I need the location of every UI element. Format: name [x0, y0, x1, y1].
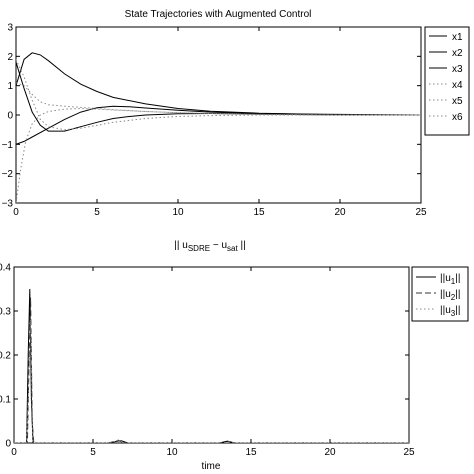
title-part: − u: [210, 240, 227, 251]
y-tick-label: −1: [2, 140, 14, 151]
chart-title: || uSDRE − usat ||: [174, 240, 245, 253]
legend-label-part: ||u: [440, 273, 451, 284]
legend-label: x6: [452, 112, 463, 123]
x-tick-label: 15: [245, 447, 257, 458]
legend-label-part: ||: [455, 305, 460, 316]
x-axis-label: time: [202, 461, 221, 472]
y-tick-label: 1: [7, 81, 13, 92]
series-line-2: [14, 297, 409, 443]
legend-label: x5: [452, 96, 463, 107]
plot-area: [13, 266, 410, 444]
x-tick-label: 5: [90, 447, 96, 458]
title-part: || u: [174, 240, 188, 251]
legend-label: ||u1||: [440, 273, 460, 286]
x-tick-label: 10: [172, 207, 184, 218]
y-tick-label: 0: [7, 111, 13, 122]
legend-label: x3: [452, 64, 463, 75]
legend-label-part: ||: [455, 289, 460, 300]
legend-label-sub: 3: [451, 309, 456, 318]
legend-label-sub: 2: [451, 293, 456, 302]
title-part: sat: [227, 244, 238, 253]
legend-label: ||u3||: [440, 305, 460, 318]
legend-label: x1: [452, 32, 463, 43]
y-tick-label: 0.1: [0, 395, 11, 406]
legend-label-sub: 1: [451, 277, 456, 286]
legend-label-part: ||u: [440, 289, 451, 300]
x-tick-label: 20: [324, 447, 336, 458]
y-tick-label: −2: [2, 169, 14, 180]
title-part: ||: [238, 240, 246, 251]
x-tick-label: 0: [13, 207, 19, 218]
series-line-5: [16, 82, 421, 116]
series-line-3: [14, 319, 409, 443]
x-tick-label: 5: [94, 207, 100, 218]
y-tick-label: 3: [7, 23, 13, 34]
series-line-6: [16, 59, 421, 131]
legend: [424, 26, 470, 136]
title-part: SDRE: [188, 244, 210, 253]
x-tick-label: 25: [415, 207, 427, 218]
x-tick-label: 25: [403, 447, 415, 458]
trajectory-chart: 0 5 10 15 20 25 −3 −2 −1 0 1 2 3 State Trajectories w…: [2, 9, 470, 218]
legend-label-part: ||u: [440, 305, 451, 316]
legend-label: ||u2||: [440, 289, 460, 302]
x-tick-label: 20: [334, 207, 346, 218]
series-line-3: [16, 105, 421, 145]
series-line-4: [16, 107, 421, 203]
y-tick-label: 0.2: [0, 351, 11, 362]
legend-label-part: ||: [455, 273, 460, 284]
legend-label: x2: [452, 48, 463, 59]
x-tick-label: 0: [11, 447, 17, 458]
legend: [411, 266, 469, 322]
series-line-2: [16, 62, 421, 132]
y-tick-label: 0: [5, 439, 11, 450]
series-line-1: [16, 52, 421, 116]
x-tick-label: 15: [253, 207, 265, 218]
legend-label: x4: [452, 80, 463, 91]
series-line-1: [14, 288, 409, 443]
y-tick-label: 0.4: [0, 263, 11, 274]
chart-title: State Trajectories with Augmented Contro…: [125, 9, 312, 20]
control-difference-chart: 0 5 10 15 20 25 0 0.1 0.2 0.3 0.4 || uSDRE − usat |…: [0, 240, 469, 472]
y-tick-label: 0.3: [0, 307, 11, 318]
y-tick-label: 2: [7, 52, 13, 63]
x-tick-label: 10: [166, 447, 178, 458]
y-tick-label: −3: [2, 199, 14, 210]
